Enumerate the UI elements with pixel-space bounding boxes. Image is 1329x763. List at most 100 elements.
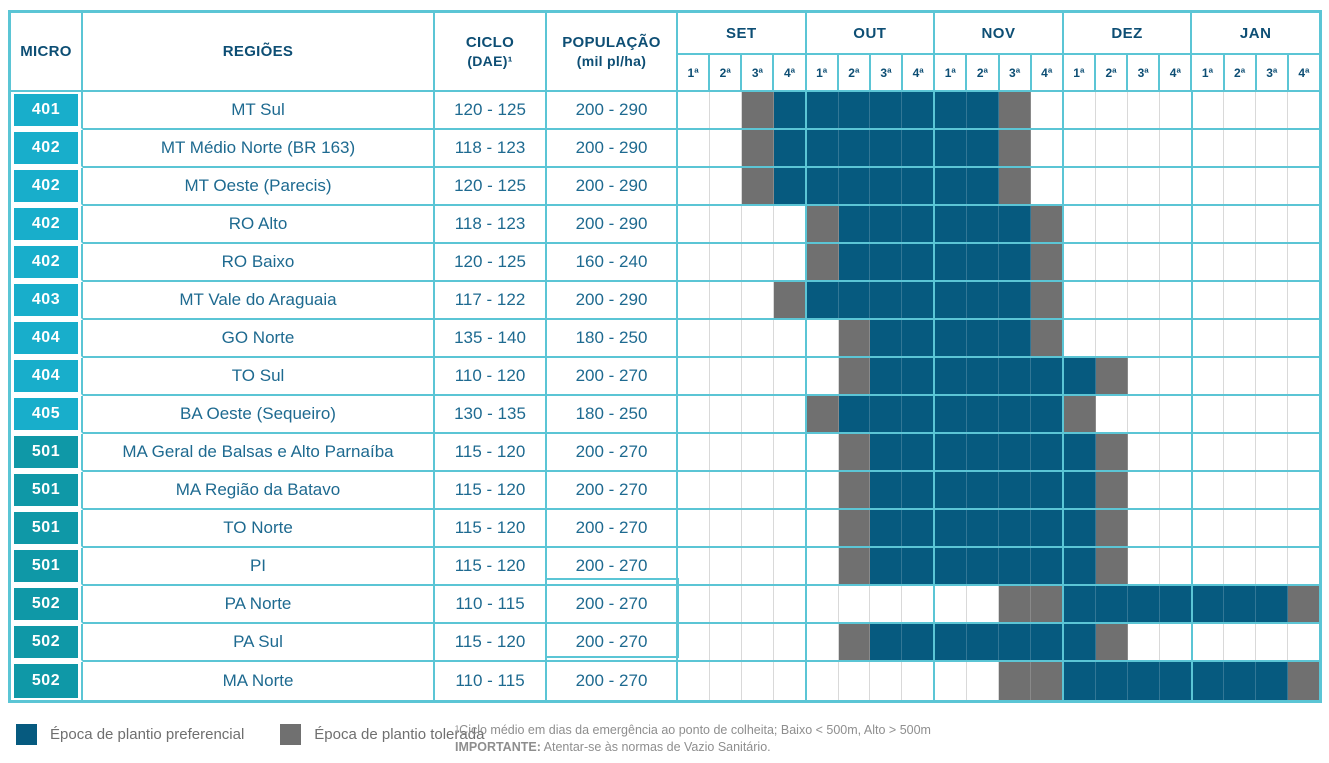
- gantt-cell: [1063, 586, 1096, 622]
- gantt-cell: [1128, 206, 1160, 242]
- gantt-cell: [1193, 92, 1225, 128]
- gantt-cell: [742, 472, 774, 508]
- gantt-cell: [742, 244, 774, 280]
- gantt-cell: [1256, 396, 1289, 432]
- gantt-cell: [902, 548, 936, 584]
- gantt-cell: [678, 358, 710, 394]
- gantt-cell: [1030, 282, 1064, 318]
- micro-cell: 405: [11, 396, 83, 434]
- gantt-cell: [999, 358, 1031, 394]
- gantt-cell: [742, 320, 774, 356]
- gantt-cell: [838, 244, 871, 280]
- table-row: 402 MT Médio Norte (BR 163) 118 - 123 200 -…: [11, 130, 1319, 168]
- legend-label-tolerada: Época de plantio tolerada: [314, 726, 485, 743]
- micro-code: 401: [14, 94, 78, 126]
- gantt-cell: [1224, 92, 1257, 128]
- micro-code: 501: [14, 474, 78, 506]
- gantt-cell: [1193, 130, 1225, 166]
- gantt-cell: [1159, 662, 1193, 700]
- micro-code: 403: [14, 284, 78, 316]
- gantt-cell: [999, 396, 1031, 432]
- gantt-cell: [1128, 92, 1160, 128]
- week-header: 1ª: [807, 55, 839, 90]
- gantt-cell: [678, 206, 710, 242]
- gantt-cell: [1030, 624, 1064, 660]
- gantt-cell: [1030, 358, 1064, 394]
- week-header: 4ª: [1298, 65, 1310, 80]
- table-row: 402 RO Baixo 120 - 125 160 - 240: [11, 244, 1319, 282]
- gantt-cell: [839, 662, 871, 700]
- gantt-cell: [838, 510, 871, 546]
- footnote-importante-text: Atentar-se às normas de Vazio Sanitário.: [540, 740, 771, 754]
- gantt-cell: [999, 320, 1031, 356]
- gantt-cell: [710, 92, 742, 128]
- month-group-dez: DEZ 1ª 2ª 3ª 4ª: [1063, 13, 1193, 90]
- gantt-cell: [1030, 206, 1064, 242]
- micro-cell: 501: [11, 510, 83, 548]
- gantt-cell: [1288, 548, 1319, 584]
- gantt-cell: [1288, 92, 1319, 128]
- preferencial-swatch-icon: [16, 724, 37, 745]
- gantt-cell: [1064, 206, 1096, 242]
- gantt-row: [678, 472, 1319, 510]
- gantt-cell: [1160, 206, 1193, 242]
- gantt-cell: [1095, 434, 1128, 470]
- micro-code: 502: [14, 626, 78, 658]
- ciclo-cell: 120 - 125: [435, 168, 547, 206]
- gantt-cell: [839, 586, 871, 622]
- gantt-cell: [774, 358, 807, 394]
- gantt-cell: [967, 548, 1000, 584]
- gantt-cell: [1128, 168, 1160, 204]
- gantt-cell: [902, 472, 936, 508]
- gantt-cell: [870, 472, 903, 508]
- gantt-cell: [935, 320, 968, 356]
- gantt-cell: [935, 130, 968, 166]
- gantt-cell: [1030, 586, 1064, 622]
- header-populacao-line2: (mil pl/ha): [576, 52, 647, 69]
- gantt-cell: [1160, 92, 1193, 128]
- gantt-cell: [774, 206, 807, 242]
- gantt-cell: [807, 548, 839, 584]
- gantt-cell: [1224, 624, 1257, 660]
- gantt-cell: [838, 92, 871, 128]
- week-header: 3ª: [1128, 55, 1161, 90]
- tolerada-swatch-icon: [280, 724, 302, 745]
- gantt-cell: [902, 168, 936, 204]
- micro-cell: 402: [11, 130, 83, 168]
- gantt-cell: [1128, 548, 1160, 584]
- region-cell: MA Norte: [83, 662, 435, 700]
- gantt-cell: [807, 510, 839, 546]
- micro-code: 502: [14, 664, 78, 698]
- gantt-cell: [999, 434, 1031, 470]
- month-header: NOV: [935, 13, 1062, 55]
- gantt-cell: [838, 320, 871, 356]
- week-header: 2ª: [1096, 55, 1129, 90]
- gantt-cell: [870, 130, 903, 166]
- gantt-cell: [1096, 244, 1128, 280]
- gantt-row: [678, 510, 1319, 548]
- populacao-cell: 200 - 290: [547, 92, 678, 130]
- gantt-cell: [742, 282, 774, 318]
- region-cell: MT Médio Norte (BR 163): [83, 130, 435, 168]
- gantt-cell: [1095, 662, 1128, 700]
- table-header-row: MICRO REGIÕES CICLO (DAE)¹ POPULAÇÃO (mi…: [11, 13, 1319, 92]
- gantt-cell: [774, 434, 807, 470]
- table-row: 405 BA Oeste (Sequeiro) 130 - 135 180 - 250: [11, 396, 1319, 434]
- gantt-cell: [967, 244, 1000, 280]
- footnote-importante-label: IMPORTANTE:: [455, 740, 541, 754]
- gantt-cell: [774, 244, 807, 280]
- populacao-cell: 200 - 290: [547, 206, 678, 244]
- region-cell: BA Oeste (Sequeiro): [83, 396, 435, 434]
- ciclo-cell: 120 - 125: [435, 244, 547, 282]
- ciclo-cell: 117 - 122: [435, 282, 547, 320]
- week-header: 1ª: [678, 55, 711, 90]
- gantt-cell: [806, 130, 839, 166]
- gantt-cell: [807, 586, 839, 622]
- gantt-cell: [1256, 206, 1289, 242]
- gantt-cell: [1192, 586, 1225, 622]
- micro-cell: 502: [11, 586, 83, 624]
- gantt-cell: [1256, 358, 1289, 394]
- gantt-cell: [999, 282, 1031, 318]
- gantt-cell: [1160, 358, 1193, 394]
- legend-item-tolerada: Época de plantio tolerada: [280, 724, 484, 745]
